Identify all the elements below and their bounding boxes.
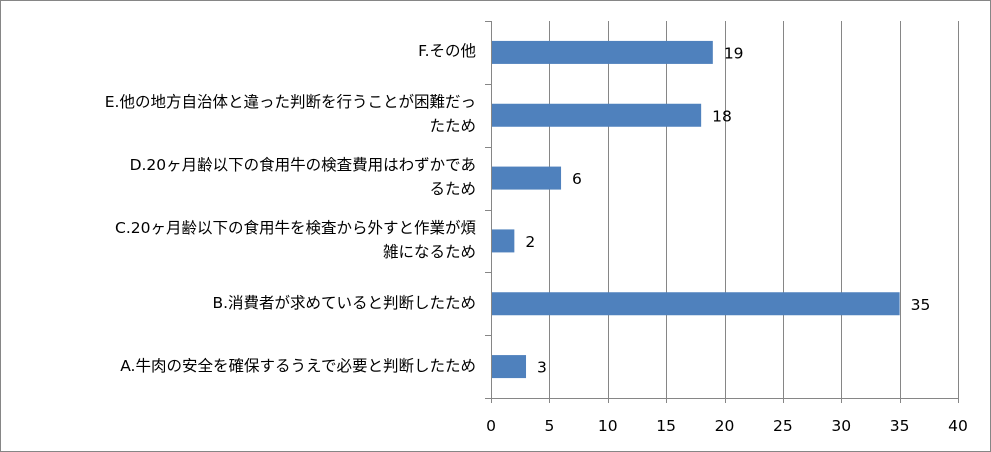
bar-2 — [492, 229, 515, 253]
data-label-4: 18 — [712, 107, 732, 125]
category-label-line: るため — [429, 180, 476, 199]
data-label-3: 6 — [572, 170, 582, 188]
category-label-5: F.その他 — [6, 39, 476, 63]
x-tick-label-1: 5 — [544, 417, 554, 435]
category-label-line: 雑になるため — [382, 242, 476, 261]
category-label-line: B.消費者が求めていると判断したため — [212, 293, 476, 312]
x-tick-label-3: 15 — [656, 417, 676, 435]
category-label-line: E.他の地方自治体と違った判断を行うことが困難だっ — [104, 93, 476, 112]
category-label-0: A.牛肉の安全を確保するうえで必要と判断したため — [6, 354, 476, 378]
category-label-line: A.牛肉の安全を確保するうえで必要と判断したため — [120, 356, 476, 375]
x-tick-label-6: 30 — [831, 417, 851, 435]
data-label-0: 3 — [537, 359, 547, 377]
x-tick-label-0: 0 — [486, 417, 496, 435]
x-tick-label-8: 40 — [948, 417, 968, 435]
data-label-2: 2 — [525, 233, 535, 251]
x-tick-label-5: 25 — [773, 417, 793, 435]
category-label-3: D.20ヶ月齢以下の食用牛の検査費用はわずかであるため — [6, 153, 476, 201]
data-label-5: 19 — [724, 44, 744, 62]
x-tick-label-4: 20 — [715, 417, 735, 435]
category-label-1: B.消費者が求めていると判断したため — [6, 291, 476, 315]
x-tick-label-2: 10 — [598, 417, 618, 435]
bar-5 — [492, 40, 713, 64]
bar-1 — [492, 292, 900, 316]
category-label-line: D.20ヶ月齢以下の食用牛の検査費用はわずかであ — [129, 156, 476, 175]
category-label-line: C.20ヶ月齢以下の食用牛を検査から外すと作業が煩 — [115, 218, 476, 237]
category-label-line: F.その他 — [418, 42, 476, 61]
bar-0 — [492, 355, 527, 379]
bar-4 — [492, 103, 702, 127]
category-label-4: E.他の地方自治体と違った判断を行うことが困難だったため — [6, 90, 476, 138]
category-label-line: たため — [429, 117, 476, 136]
category-label-2: C.20ヶ月齢以下の食用牛を検査から外すと作業が煩雑になるため — [6, 216, 476, 264]
x-tick-label-7: 35 — [890, 417, 910, 435]
bar-3 — [492, 166, 562, 190]
data-label-1: 35 — [911, 296, 931, 314]
